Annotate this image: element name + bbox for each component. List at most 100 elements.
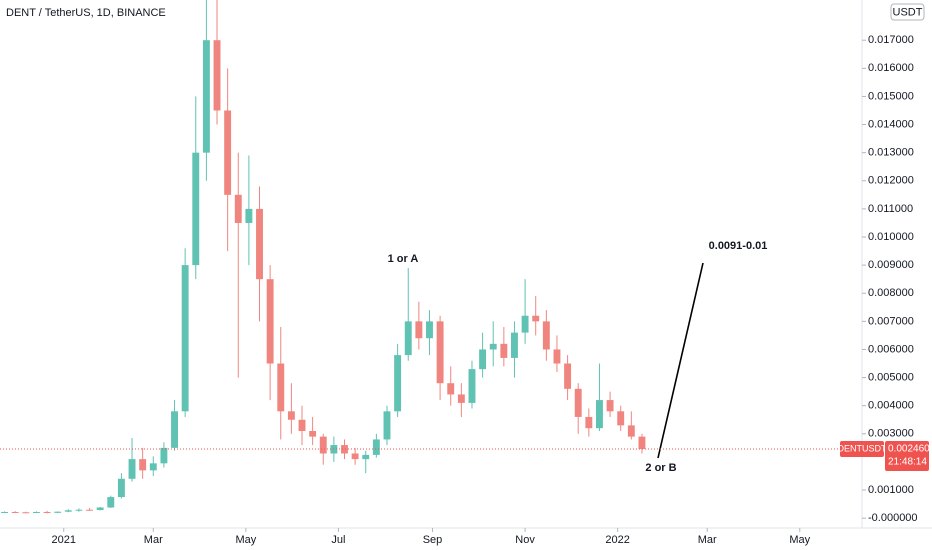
candle-body bbox=[500, 343, 508, 358]
candle-body bbox=[234, 194, 242, 223]
candle-body bbox=[107, 497, 115, 508]
candle-body bbox=[553, 349, 561, 364]
candle-body bbox=[245, 208, 253, 223]
annotation: 0.0091-0.01 bbox=[709, 240, 768, 252]
currency-box[interactable] bbox=[890, 3, 925, 21]
candle-body bbox=[22, 512, 30, 514]
candle-body bbox=[171, 411, 178, 448]
candle-body bbox=[489, 343, 497, 350]
candle-body bbox=[372, 439, 380, 455]
candle-body bbox=[394, 355, 402, 412]
candle-body bbox=[86, 509, 93, 511]
candle-body bbox=[383, 411, 391, 440]
x-tick-label: Mar bbox=[698, 534, 717, 546]
annotation: 2 or B bbox=[645, 462, 676, 474]
candle-body bbox=[96, 507, 104, 511]
candle-body bbox=[511, 332, 518, 358]
candle-body bbox=[117, 478, 125, 498]
candle-body bbox=[532, 315, 540, 322]
candle-body bbox=[298, 419, 306, 432]
y-tick-label: 0.005000 bbox=[868, 371, 914, 383]
x-tick-label: Jul bbox=[331, 534, 345, 546]
y-tick-label: 0.015000 bbox=[868, 90, 914, 102]
y-tick-label: 0.007000 bbox=[868, 315, 914, 327]
candle-body bbox=[596, 400, 603, 429]
annotation: 1 or A bbox=[388, 253, 419, 265]
x-tick-label: May bbox=[789, 534, 810, 546]
candle-body bbox=[404, 321, 412, 356]
candle-body bbox=[213, 40, 221, 111]
candle-body bbox=[266, 279, 274, 364]
candle-body bbox=[1, 511, 9, 513]
x-tick-label: 2021 bbox=[51, 534, 75, 546]
candle-body bbox=[139, 459, 147, 471]
price-tag-label: 0.002460 bbox=[888, 444, 930, 455]
candle-body bbox=[542, 321, 550, 350]
candle-body bbox=[43, 511, 51, 513]
candle-body bbox=[606, 400, 614, 412]
y-tick-label: 0.008000 bbox=[868, 287, 914, 299]
candle-body bbox=[160, 447, 168, 464]
countdown: 21:48:14 bbox=[888, 457, 927, 468]
y-tick-label: 0.011000 bbox=[868, 203, 913, 215]
candle-body bbox=[627, 425, 635, 437]
price-tag bbox=[885, 440, 929, 471]
x-tick-label: Nov bbox=[515, 534, 535, 546]
candle-body bbox=[128, 459, 136, 479]
candle-body bbox=[224, 110, 232, 195]
candle-body bbox=[202, 40, 210, 153]
chart-title: DENT / TetherUS, 1D, BINANCE bbox=[6, 7, 166, 19]
x-tick-label: Sep bbox=[423, 534, 443, 546]
candle-body bbox=[309, 431, 317, 437]
symbol-box bbox=[840, 440, 884, 457]
candle-body bbox=[75, 509, 83, 511]
candle-body bbox=[64, 510, 72, 512]
y-tick-label: 0.004000 bbox=[868, 400, 914, 412]
y-tick-label: 0.006000 bbox=[868, 343, 914, 355]
projection-line bbox=[657, 262, 704, 459]
candle-body bbox=[564, 363, 572, 389]
candle-body bbox=[447, 383, 455, 395]
y-tick-label: 0.016000 bbox=[868, 62, 914, 74]
candle-body bbox=[521, 315, 529, 333]
candle-body bbox=[277, 363, 285, 412]
candle-body bbox=[457, 394, 465, 403]
y-tick-label: -0.000000 bbox=[868, 512, 918, 524]
x-tick-label: May bbox=[235, 534, 256, 546]
candle-body bbox=[415, 321, 423, 339]
y-tick-label: 0.013000 bbox=[868, 147, 914, 159]
y-tick-label: 0.014000 bbox=[868, 118, 914, 130]
y-tick-label: 0.009000 bbox=[868, 259, 914, 271]
candle-body bbox=[585, 416, 593, 429]
y-tick-label: 0.001000 bbox=[868, 484, 914, 496]
candle-body bbox=[149, 463, 157, 471]
candle-body bbox=[32, 511, 40, 513]
candle-body bbox=[362, 454, 370, 460]
y-tick-label: 0.003000 bbox=[868, 428, 914, 440]
candle-body bbox=[54, 511, 62, 513]
candle-body bbox=[341, 445, 348, 454]
y-tick-label: 0.012000 bbox=[868, 175, 914, 187]
plot-area bbox=[0, 0, 862, 514]
candle-body bbox=[11, 511, 19, 513]
y-tick-label: 0.017000 bbox=[868, 34, 914, 46]
candle-body bbox=[638, 436, 646, 449]
candle-body bbox=[256, 208, 263, 280]
candle-body bbox=[574, 388, 582, 417]
candle-body bbox=[426, 321, 433, 339]
candle-body bbox=[351, 453, 359, 460]
x-tick-label: 2022 bbox=[605, 534, 629, 546]
candle-body bbox=[319, 436, 327, 454]
x-tick-label: Mar bbox=[144, 534, 163, 546]
candle-body bbox=[287, 411, 295, 420]
candle-body bbox=[436, 321, 444, 384]
symbol-label: DENTUSDT bbox=[838, 443, 888, 453]
candle-body bbox=[181, 265, 189, 412]
candle-body bbox=[468, 369, 476, 403]
y-tick-label: 0.010000 bbox=[868, 231, 914, 243]
candle-body bbox=[192, 152, 200, 266]
candle-body bbox=[479, 349, 487, 370]
candle-body bbox=[617, 411, 625, 426]
currency[interactable]: USDT bbox=[893, 6, 923, 18]
